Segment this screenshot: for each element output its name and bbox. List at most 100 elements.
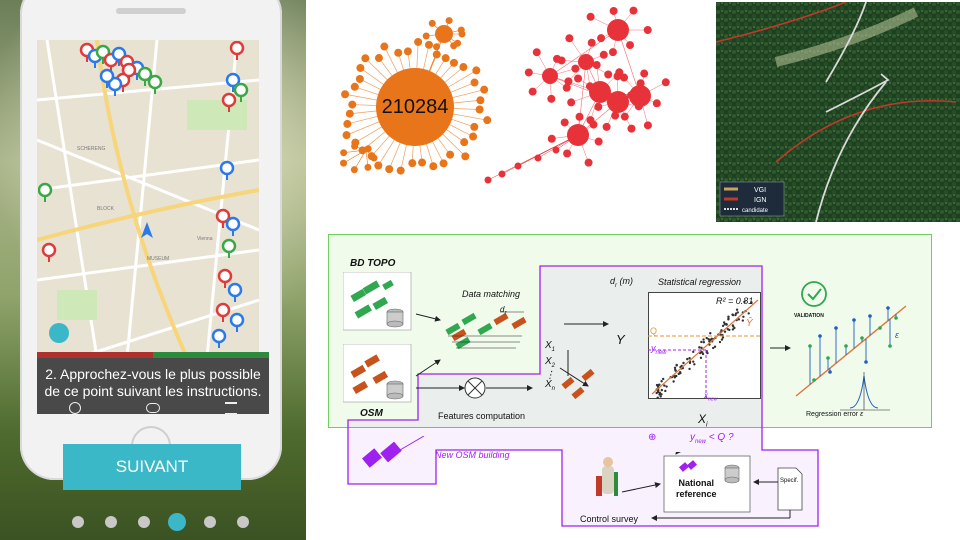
network-graphs: 210284 xyxy=(340,6,670,184)
graph-node xyxy=(361,54,370,63)
graph-node xyxy=(565,34,574,43)
profile-icon[interactable] xyxy=(69,402,82,414)
pagination-dot[interactable] xyxy=(105,516,117,528)
bd-topo-buildings xyxy=(343,272,412,331)
map-pin-icon[interactable] xyxy=(41,242,57,262)
specif-document-icon xyxy=(777,467,803,511)
map-pin-icon[interactable] xyxy=(215,302,231,322)
phone-speaker xyxy=(116,8,186,14)
graph-node xyxy=(532,48,541,57)
graph-cluster-node xyxy=(567,124,589,146)
graph-node xyxy=(403,47,412,56)
bd-topo-label: BD TOPO xyxy=(350,258,396,269)
graph-node xyxy=(571,64,580,73)
graph-node xyxy=(609,6,618,15)
graph-node xyxy=(524,68,533,77)
graph-node xyxy=(597,34,606,43)
dr-axis-label: dr (m) xyxy=(610,276,634,289)
graph-node xyxy=(380,42,389,51)
graph-node xyxy=(475,105,484,114)
map-pins xyxy=(37,40,249,348)
graph-node xyxy=(350,82,359,91)
national-reference-label: National reference xyxy=(676,478,717,499)
validation-panel xyxy=(770,281,907,411)
graph-node xyxy=(528,87,537,96)
map-pin-icon[interactable] xyxy=(233,82,249,102)
map-pin-icon[interactable] xyxy=(121,62,137,82)
pagination-dot[interactable] xyxy=(204,516,216,528)
graph-node xyxy=(385,165,394,174)
map-pin-icon[interactable] xyxy=(221,92,237,112)
graph-node xyxy=(626,41,635,50)
regression-scatter-plot xyxy=(648,292,761,399)
graph-cluster-node xyxy=(578,54,594,70)
graph-node xyxy=(345,109,354,118)
pagination-dot[interactable] xyxy=(138,516,150,528)
map-pin-icon[interactable] xyxy=(211,328,227,348)
graph-node xyxy=(439,159,448,168)
dr-small-label: dr xyxy=(500,305,507,317)
ynew-axis-label: ynew xyxy=(651,343,667,356)
graph-hub-node xyxy=(376,68,454,146)
phone-photo-panel: SCHERENG BLOCK MUSEUM Vienna 2. Approchez-… xyxy=(0,0,306,540)
graph-node xyxy=(586,12,595,21)
features-computation-label: Features computation xyxy=(438,411,526,421)
map-pin-icon[interactable] xyxy=(215,208,231,228)
graph-node xyxy=(460,138,469,147)
data-matching-label: Data matching xyxy=(462,289,521,299)
map-pin-icon[interactable] xyxy=(221,238,237,258)
ign-road-line xyxy=(716,2,847,43)
graph-node xyxy=(562,83,571,92)
graph-node xyxy=(567,98,576,107)
legend-candidate: candidate xyxy=(742,208,769,214)
map-view[interactable]: SCHERENG BLOCK MUSEUM Vienna xyxy=(37,40,259,358)
map-canvas[interactable]: SCHERENG BLOCK MUSEUM Vienna xyxy=(37,40,259,358)
graph-node xyxy=(643,121,652,130)
legend-ign: IGN xyxy=(754,197,766,204)
orange-network-graph xyxy=(340,17,492,175)
graph-node xyxy=(348,100,357,109)
graph-node xyxy=(469,132,478,141)
legend-vgi: VGI xyxy=(754,187,766,194)
menu-icon[interactable] xyxy=(224,401,237,415)
map-pin-icon[interactable] xyxy=(99,68,115,88)
graph-node xyxy=(594,102,603,111)
map-pin-icon[interactable] xyxy=(229,40,245,60)
graph-node xyxy=(418,158,427,167)
graph-node xyxy=(643,26,652,34)
graph-node xyxy=(342,131,351,140)
graph-node xyxy=(611,111,620,120)
pagination-dot[interactable] xyxy=(237,516,249,528)
graph-node xyxy=(661,78,670,87)
map-pin-icon[interactable] xyxy=(225,72,241,92)
map-pin-icon[interactable] xyxy=(227,282,243,302)
new-osm-building-icon xyxy=(362,436,425,468)
r-squared-label: R² = 0.81 xyxy=(716,296,754,306)
graph-node xyxy=(629,6,638,15)
osm-label: OSM xyxy=(360,408,383,419)
graph-node xyxy=(408,159,417,168)
graph-node xyxy=(564,77,573,86)
graph-node xyxy=(563,149,572,158)
map-pin-icon[interactable] xyxy=(225,216,241,236)
cloud-icon[interactable] xyxy=(145,403,160,413)
map-pin-icon[interactable] xyxy=(147,74,163,94)
xi-axis-label: Xi xyxy=(698,412,708,429)
graph-node xyxy=(429,162,438,171)
q-label: Q xyxy=(650,326,658,336)
graph-cluster-node xyxy=(589,81,611,103)
map-pin-icon[interactable] xyxy=(229,312,245,332)
pagination-dot[interactable] xyxy=(168,513,186,531)
validation-label: VALIDATION xyxy=(794,313,824,319)
map-pin-icon[interactable] xyxy=(219,160,235,180)
map-pin-icon[interactable] xyxy=(137,66,153,86)
location-arrow-icon xyxy=(141,222,153,238)
graph-node xyxy=(604,70,613,79)
map-pin-icon[interactable] xyxy=(217,268,233,288)
svg-text:SCHERENG: SCHERENG xyxy=(77,146,105,152)
graph-cluster-node xyxy=(607,19,629,41)
map-park xyxy=(187,100,247,130)
pagination-dot[interactable] xyxy=(72,516,84,528)
suivant-button[interactable]: SUIVANT xyxy=(63,444,241,490)
map-pin-icon[interactable] xyxy=(37,182,53,202)
